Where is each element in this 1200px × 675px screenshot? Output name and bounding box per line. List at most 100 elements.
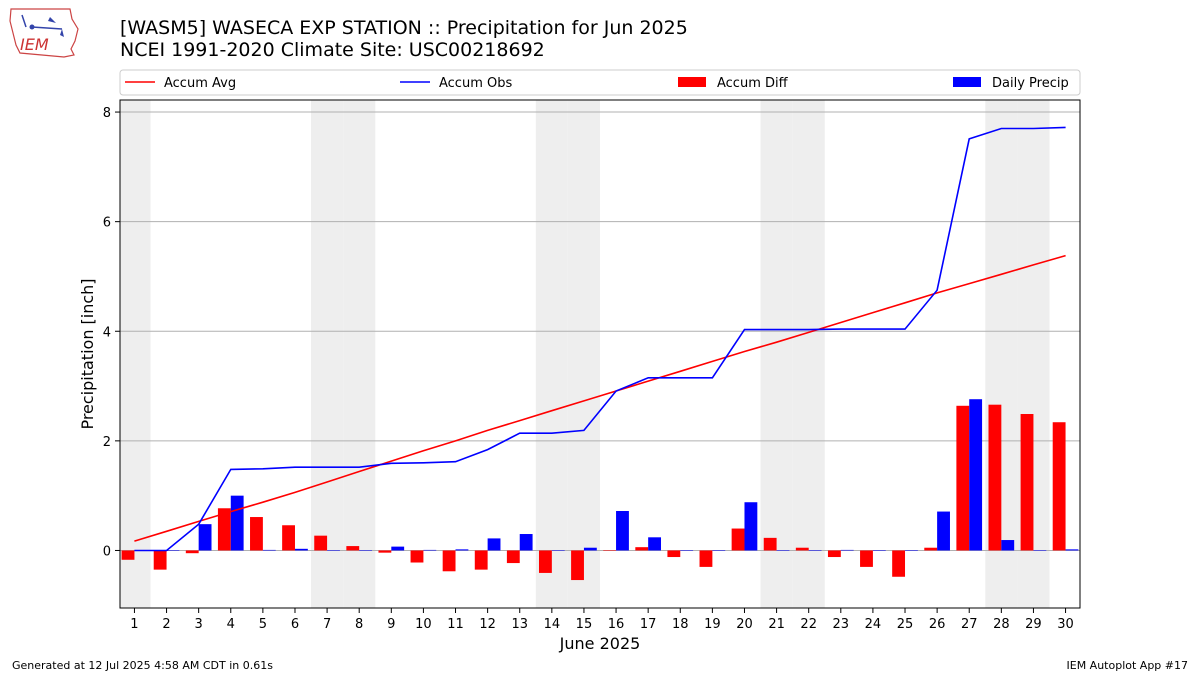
x-tick-label: 10 [415, 617, 432, 632]
weekend-shading [120, 100, 1050, 608]
daily-precip-bar [455, 549, 469, 551]
x-tick-label: 13 [511, 617, 528, 632]
x-tick-label: 18 [672, 617, 689, 632]
x-tick-label: 1 [130, 617, 138, 632]
accum-diff-bar [924, 547, 938, 551]
daily-precip-bar [487, 538, 501, 551]
iem-logo[interactable]: IEM [8, 5, 80, 59]
daily-precip-bar [680, 550, 694, 551]
accum-diff-bar [667, 550, 681, 558]
daily-precip-bar [937, 511, 950, 551]
accum-diff-bar [474, 550, 488, 570]
accum-diff-bar [410, 550, 424, 563]
x-tick-label: 3 [195, 617, 203, 632]
legend-label: Accum Avg [164, 76, 236, 91]
accum-diff-bar [860, 550, 873, 567]
accum-diff-bar [282, 525, 295, 551]
accum-diff-bar [1020, 414, 1034, 551]
x-axis-label: June 2025 [559, 634, 641, 653]
x-tick-label: 16 [608, 617, 625, 632]
accum-diff-bar [571, 550, 584, 581]
accum-diff-bar [763, 537, 777, 551]
accum-diff-bar [442, 550, 456, 572]
legend-label: Accum Diff [717, 76, 789, 91]
weekend-shade [535, 100, 568, 608]
x-tick-label: 28 [993, 617, 1010, 632]
daily-precip-bar [872, 550, 886, 551]
x-tick-label: 9 [387, 617, 395, 632]
daily-precip-bar [551, 550, 565, 551]
weekend-shade [792, 100, 825, 608]
daily-precip-bar [230, 495, 244, 551]
accum-diff-bar [185, 550, 199, 554]
x-tick-label: 14 [544, 617, 561, 632]
y-tick-label: 4 [103, 325, 111, 340]
x-tick-label: 26 [929, 617, 946, 632]
accum-diff-bar [635, 547, 649, 551]
weekend-shade [311, 100, 344, 608]
accum-diff-bar [153, 550, 167, 570]
bars [121, 399, 1079, 581]
daily-precip-bar [712, 550, 726, 551]
legend-swatch [953, 77, 981, 87]
daily-precip-bar [776, 550, 790, 551]
daily-precip-bar [327, 550, 340, 551]
daily-precip-bar [648, 537, 662, 551]
iowa-map-icon: IEM [9, 8, 79, 58]
accum-diff-bar [892, 550, 906, 577]
daily-precip-bar [294, 548, 308, 551]
weekend-shade [567, 100, 600, 608]
accum-obs-line [134, 126, 1066, 552]
daily-precip-bar [905, 550, 918, 551]
y-tick-label: 8 [103, 106, 111, 121]
legend-label: Daily Precip [992, 76, 1069, 91]
daily-precip-bar [198, 524, 212, 551]
accum-diff-bar [378, 550, 392, 553]
daily-precip-bar [744, 502, 758, 551]
x-tick-label: 30 [1057, 617, 1074, 632]
y-tick-label: 0 [103, 544, 111, 559]
daily-precip-bar [969, 399, 983, 551]
accum-diff-bar [1052, 422, 1066, 551]
x-tick-label: 15 [576, 617, 593, 632]
daily-precip-bar [519, 534, 533, 551]
x-tick-label: 19 [704, 617, 721, 632]
legend-swatch [678, 77, 706, 87]
x-tick-label: 11 [447, 617, 464, 632]
x-tick-label: 5 [259, 617, 267, 632]
chart-subtitle: NCEI 1991-2020 Climate Site: USC00218692 [120, 39, 545, 61]
daily-precip-bar [1033, 550, 1047, 551]
accum-diff-bar [731, 528, 745, 551]
footer-app: IEM Autoplot App #17 [1066, 659, 1189, 672]
accum-avg-line [134, 254, 1066, 542]
x-tick-label: 27 [961, 617, 978, 632]
plot-frame [119, 99, 1081, 609]
accum-diff-bar [346, 546, 360, 551]
accum-diff-bar [217, 508, 231, 551]
y-tick-label: 2 [103, 435, 111, 450]
accum-diff-bar [699, 550, 713, 567]
x-tick-label: 8 [355, 617, 363, 632]
x-tick-label: 23 [833, 617, 850, 632]
accum-diff-bar [603, 550, 617, 551]
accum-diff-bar [827, 550, 841, 558]
daily-precip-bar [423, 549, 437, 551]
x-tick-label: 12 [479, 617, 496, 632]
footer-generated: Generated at 12 Jul 2025 4:58 AM CDT in … [12, 659, 273, 672]
x-tick-label: 24 [865, 617, 882, 632]
x-tick-label: 2 [162, 617, 170, 632]
daily-precip-bar [616, 511, 629, 551]
x-tick-label: 22 [800, 617, 817, 632]
daily-precip-bar [262, 549, 276, 551]
legend: Accum Avg Accum Obs Accum Diff Daily Precip [119, 69, 1081, 96]
y-tick-label: 6 [103, 216, 111, 231]
daily-precip-bar [808, 550, 822, 551]
accum-diff-bar [988, 404, 1002, 551]
gridlines [120, 111, 1080, 551]
accum-diff-bar [506, 550, 520, 564]
accum-diff-bar [538, 550, 552, 573]
daily-precip-bar [359, 550, 373, 551]
lines [134, 126, 1066, 552]
